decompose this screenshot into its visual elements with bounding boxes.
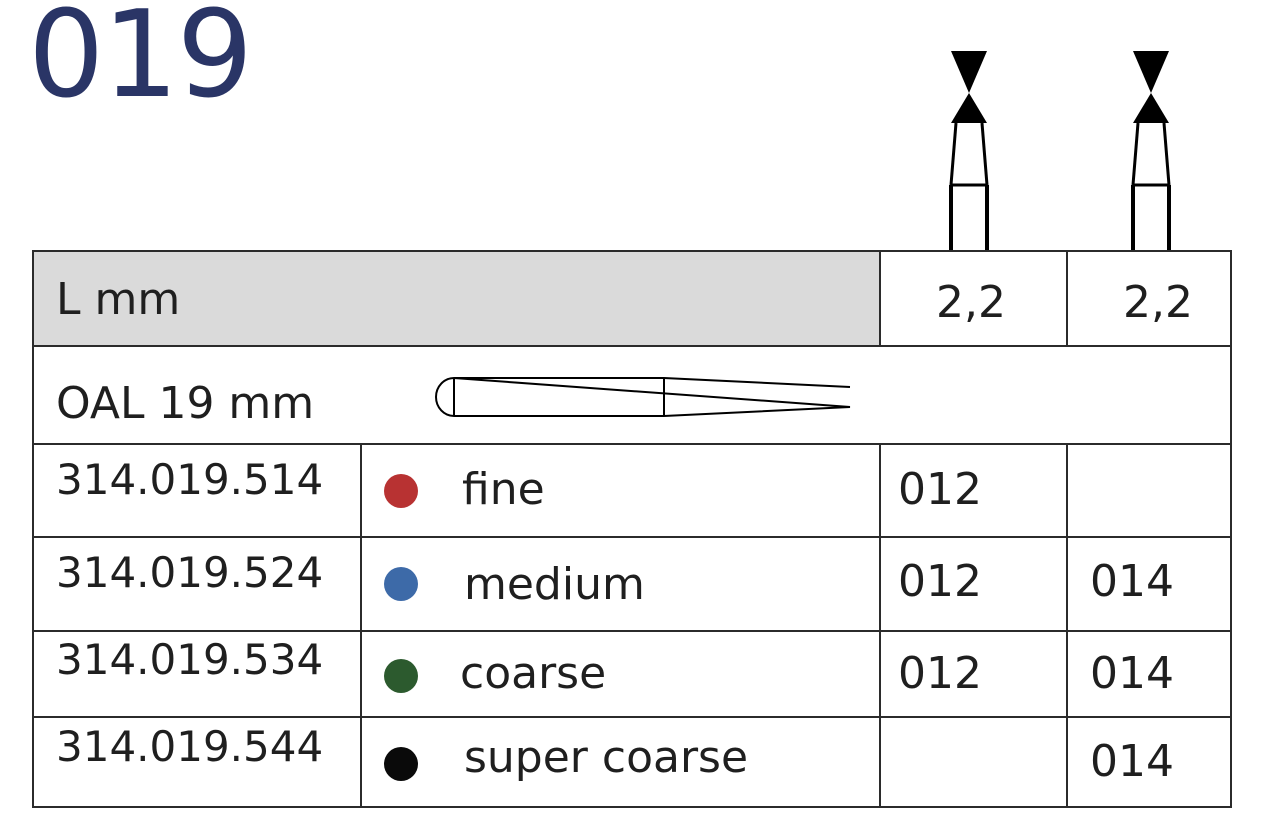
size-value: 012 xyxy=(898,648,982,699)
divider xyxy=(879,443,881,806)
divider xyxy=(34,630,1230,632)
grit-color-dot xyxy=(384,747,418,781)
divider xyxy=(34,443,1230,445)
divider xyxy=(879,252,881,345)
length-value: 2,2 xyxy=(936,277,1006,328)
divider xyxy=(1066,252,1068,345)
grit-label: super coarse xyxy=(464,732,749,783)
size-value: 014 xyxy=(1090,556,1174,607)
article-number: 314.019.514 xyxy=(56,455,324,504)
length-value: 2,2 xyxy=(1123,277,1193,328)
oal-label: OAL 19 mm xyxy=(56,378,315,429)
bur-head-icon xyxy=(1131,51,1171,250)
article-number: 314.019.544 xyxy=(56,722,324,771)
grit-color-dot xyxy=(384,474,418,508)
page-title: 019 xyxy=(28,0,253,125)
size-value: 014 xyxy=(1090,648,1174,699)
size-value: 012 xyxy=(898,464,982,515)
product-table: L mm 2,2 2,2 OAL 19 mm 314.019.514 fine … xyxy=(32,250,1232,808)
header-shading xyxy=(34,252,879,345)
size-value: 014 xyxy=(1090,736,1174,787)
divider xyxy=(1066,443,1068,806)
article-number: 314.019.524 xyxy=(56,548,324,597)
length-label: L mm xyxy=(56,274,181,325)
divider xyxy=(34,345,1230,347)
bur-head-icon xyxy=(949,51,989,250)
bur-shank-icon xyxy=(435,376,851,417)
divider xyxy=(34,536,1230,538)
size-value: 012 xyxy=(898,556,982,607)
grit-color-dot xyxy=(384,567,418,601)
grit-label: coarse xyxy=(460,648,607,699)
divider xyxy=(360,443,362,806)
article-number: 314.019.534 xyxy=(56,635,324,684)
grit-color-dot xyxy=(384,659,418,693)
grit-label: fine xyxy=(462,464,545,515)
grit-label: medium xyxy=(464,559,645,610)
divider xyxy=(34,716,1230,718)
